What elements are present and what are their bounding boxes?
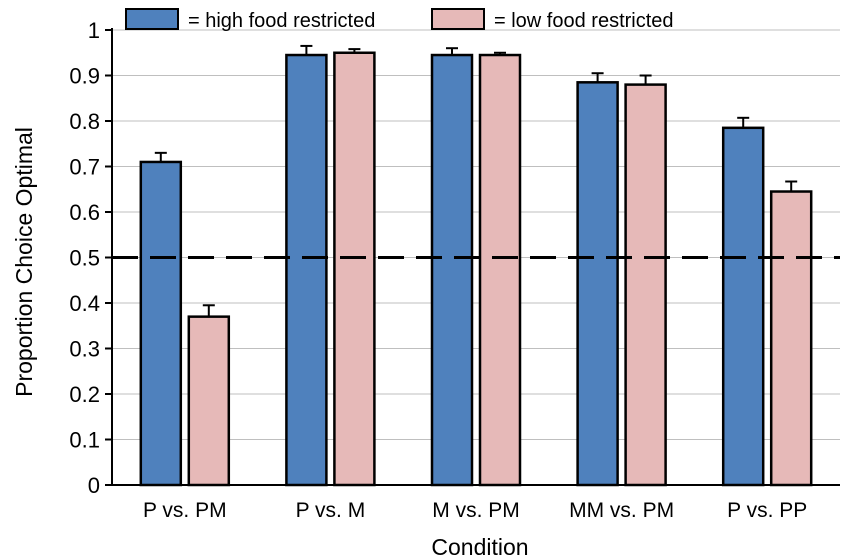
- x-tick-labels: P vs. PM P vs. M M vs. PM MM vs. PM P vs. PP: [143, 499, 807, 522]
- bar: [285, 53, 328, 487]
- bar: [187, 315, 231, 487]
- x-tick-label: P vs. M: [296, 499, 366, 522]
- legend: = high food restricted = low food restric…: [125, 8, 674, 32]
- y-tick-labels: 0 0.1 0.2 0.3 0.4 0.5 0.6 0.7 0.8 0.9 1: [69, 18, 112, 498]
- y-tick-label: 0: [88, 473, 100, 498]
- y-tick-label: 0.8: [69, 109, 100, 134]
- bar: [576, 81, 619, 487]
- bar: [430, 53, 474, 487]
- x-axis-title: Condition: [431, 534, 528, 558]
- y-tick-label: 0.7: [69, 155, 100, 180]
- legend-swatch: [431, 8, 485, 30]
- bar: [139, 160, 183, 487]
- y-tick-label: 0.1: [69, 428, 100, 453]
- x-tick-label: M vs. PM: [432, 499, 520, 522]
- error-bars: [154, 44, 798, 317]
- bar: [333, 51, 376, 487]
- legend-label: = low food restricted: [494, 10, 674, 32]
- y-tick-label: 0.3: [69, 337, 100, 362]
- bar: [721, 126, 765, 487]
- y-tick-label: 0.4: [69, 291, 100, 316]
- y-tick-label: 0.2: [69, 382, 100, 407]
- y-tick-label: 1: [88, 18, 100, 43]
- y-tick-label: 0.9: [69, 64, 100, 89]
- y-tick-label: 0.6: [69, 200, 100, 225]
- x-tick-label: P vs. PM: [143, 499, 227, 522]
- legend-label: = high food restricted: [188, 10, 375, 32]
- bar: [769, 190, 813, 487]
- y-tick-label: 0.5: [69, 246, 100, 271]
- x-tick-label: MM vs. PM: [569, 499, 674, 522]
- bar: [478, 53, 522, 487]
- bar: [624, 83, 667, 487]
- y-axis-title: Proportion Choice Optimal: [11, 127, 37, 397]
- legend-swatch: [125, 8, 179, 30]
- x-tick-label: P vs. PP: [727, 499, 807, 522]
